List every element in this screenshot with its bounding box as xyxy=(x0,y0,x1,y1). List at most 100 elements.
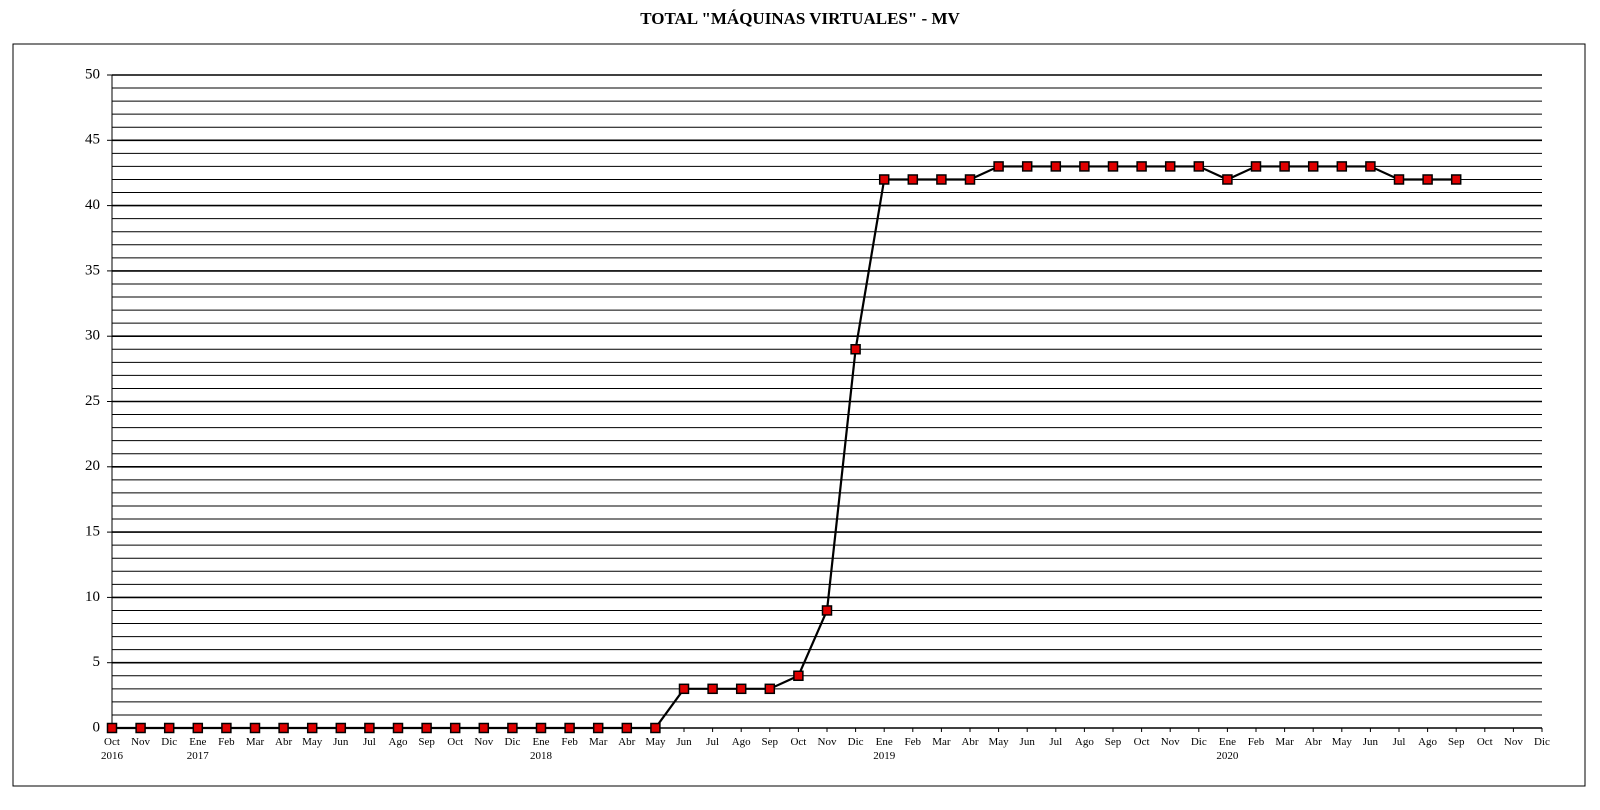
x-tick-label: Ago xyxy=(1418,736,1437,748)
data-point xyxy=(793,670,804,682)
data-point xyxy=(1336,161,1348,172)
x-tick-label: Jun xyxy=(1363,736,1379,748)
x-tick-label: Nov xyxy=(818,736,837,748)
x-tick-label: May xyxy=(645,736,666,748)
data-point xyxy=(1222,174,1233,185)
data-point xyxy=(993,161,1004,172)
y-tick-label: 35 xyxy=(85,262,100,278)
y-tick-label: 20 xyxy=(85,458,100,474)
data-point xyxy=(507,722,518,734)
x-tick-label: Abr xyxy=(618,736,635,748)
x-tick-label: Oct xyxy=(1477,736,1493,748)
x-tick-label: Jun xyxy=(333,736,349,748)
data-point xyxy=(1393,174,1405,185)
x-tick-label: Oct 2016 xyxy=(101,736,124,762)
data-point xyxy=(478,722,490,734)
x-tick-label: May xyxy=(302,736,323,748)
x-tick-label: Nov xyxy=(474,736,493,748)
x-tick-label: Oct xyxy=(790,736,806,748)
x-tick-label: May xyxy=(1332,736,1353,748)
data-point xyxy=(1193,161,1205,172)
x-tick-label: Dic xyxy=(504,736,520,748)
data-point xyxy=(535,722,547,734)
y-tick-label: 30 xyxy=(85,328,100,344)
data-point xyxy=(1164,161,1176,172)
x-tick-label: Dic xyxy=(848,736,864,748)
x-tick-label: Feb xyxy=(561,736,578,748)
x-tick-label: Mar xyxy=(932,736,951,748)
data-point xyxy=(1422,174,1433,185)
x-tick-label: Mar xyxy=(1275,736,1294,748)
x-tick-label: Oct xyxy=(447,736,463,748)
data-point xyxy=(449,722,461,734)
x-tick-label: Nov xyxy=(1504,736,1523,748)
y-tick-label: 45 xyxy=(85,132,100,148)
x-tick-label: May xyxy=(989,736,1010,748)
data-point xyxy=(106,722,118,734)
x-tick-label: Sep xyxy=(1448,736,1465,748)
data-point xyxy=(135,722,146,734)
data-point xyxy=(1021,161,1033,172)
x-tick-label: Sep xyxy=(418,736,435,748)
x-tick-label: Feb xyxy=(905,736,922,748)
x-tick-label: Nov xyxy=(131,736,150,748)
x-tick-label: Oct xyxy=(1134,736,1150,748)
y-tick-label: 0 xyxy=(93,719,101,735)
data-point xyxy=(192,722,204,734)
x-tick-label: Jul xyxy=(1049,736,1062,748)
x-tick-label: Ene 2017 xyxy=(187,736,210,762)
data-point xyxy=(707,683,718,695)
data-point xyxy=(1107,161,1119,172)
chart-title: TOTAL "MÁQUINAS VIRTUALES" - MV xyxy=(640,9,960,28)
data-point xyxy=(421,722,432,734)
data-point xyxy=(678,683,690,695)
data-point xyxy=(735,683,747,695)
data-point xyxy=(764,683,776,695)
data-point xyxy=(1307,161,1319,172)
data-point xyxy=(335,722,347,734)
x-tick-label: Sep xyxy=(1105,736,1122,748)
data-point xyxy=(221,722,232,734)
x-tick-label: Abr xyxy=(1305,736,1322,748)
data-point xyxy=(1050,161,1062,172)
x-tick-label: Feb xyxy=(1248,736,1265,748)
series-line xyxy=(112,165,1457,730)
data-point xyxy=(278,722,289,734)
x-tick-label: Abr xyxy=(961,736,978,748)
x-tick-label: Jun xyxy=(676,736,692,748)
y-tick-label: 40 xyxy=(85,197,100,213)
data-point xyxy=(621,722,633,734)
x-tick-label: Jun xyxy=(1020,736,1036,748)
x-tick-label: Ago xyxy=(389,736,408,748)
x-tick-label: Jul xyxy=(363,736,376,748)
data-point xyxy=(249,722,261,734)
x-tick-label: Dic xyxy=(1191,736,1207,748)
data-point xyxy=(163,722,175,734)
x-tick-label: Ago xyxy=(1075,736,1094,748)
x-tick-label: Dic xyxy=(1534,736,1550,748)
y-tick-label: 15 xyxy=(85,524,100,540)
x-tick-label: Jul xyxy=(706,736,719,748)
data-point xyxy=(1079,161,1090,172)
data-point xyxy=(878,174,890,185)
data-point xyxy=(592,722,604,734)
x-tick-label: Ene 2019 xyxy=(873,736,896,762)
data-point xyxy=(850,344,861,355)
data-point xyxy=(1450,174,1462,185)
data-point xyxy=(1250,161,1262,172)
x-tick-label: Feb xyxy=(218,736,235,748)
chart-frame xyxy=(12,43,1586,787)
y-tick-label: 25 xyxy=(85,393,100,409)
x-tick-label: Abr xyxy=(275,736,292,748)
y-tick-label: 50 xyxy=(85,66,100,82)
data-point xyxy=(1279,161,1290,172)
data-point xyxy=(936,174,947,185)
data-point xyxy=(964,174,976,185)
y-tick-label: 5 xyxy=(93,654,101,670)
data-point xyxy=(564,722,575,734)
data-point xyxy=(1136,161,1147,172)
data-point xyxy=(306,722,318,734)
data-point xyxy=(1365,161,1376,172)
x-tick-label: Ene 2020 xyxy=(1216,736,1239,762)
